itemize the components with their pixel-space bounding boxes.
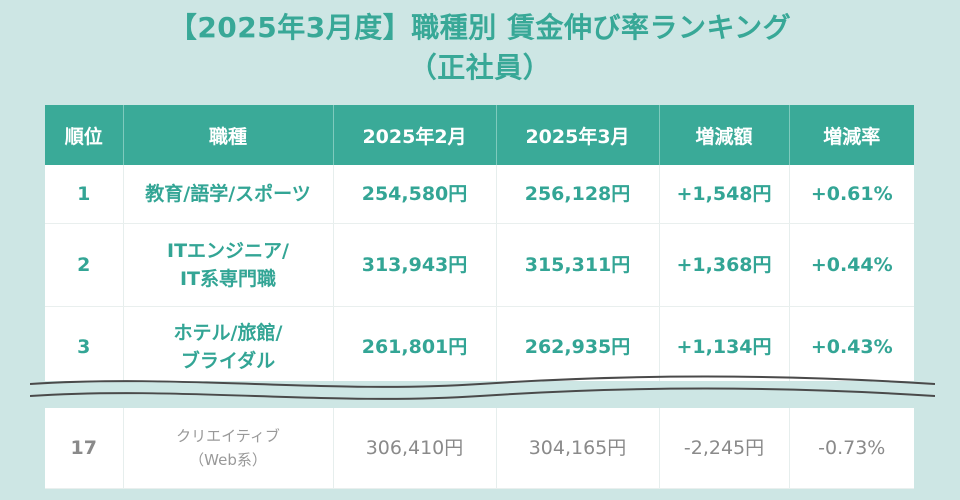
occupation-line: （Web系）: [189, 451, 267, 469]
break-wave-bottom: [30, 387, 935, 400]
mar-wage-cell: 262,935円: [496, 306, 660, 388]
rate-cell: +0.61%: [789, 165, 914, 224]
break-gap-fill: [30, 381, 935, 398]
occupation-line: 教育/語学/スポーツ: [145, 183, 311, 205]
header-occupation: 職種: [123, 105, 334, 165]
header-diff: 増減額: [659, 105, 790, 165]
occupation-line: ホテル/旅館/: [173, 322, 283, 344]
feb-wage-cell: 306,410円: [333, 408, 497, 489]
rank-cell: 3: [45, 306, 124, 388]
occupation-cell: ホテル/旅館/ ブライダル: [123, 306, 334, 388]
rate-cell: +0.44%: [789, 223, 914, 307]
header-feb: 2025年2月: [333, 105, 497, 165]
rank-cell: 2: [45, 223, 124, 307]
feb-wage-cell: 313,943円: [333, 223, 497, 307]
header-rate: 増減率: [789, 105, 914, 165]
table-row: 3 ホテル/旅館/ ブライダル 261,801円 262,935円 +1,134…: [45, 306, 914, 388]
mar-wage-cell: 256,128円: [496, 165, 660, 224]
occupation-cell: ITエンジニア/ IT系専門職: [123, 223, 334, 307]
diff-cell: -2,245円: [659, 408, 790, 489]
header-rank: 順位: [45, 105, 124, 165]
break-wave-top: [30, 375, 935, 388]
diff-cell: +1,134円: [659, 306, 790, 388]
page-title: 【2025年3月度】職種別 賃金伸び率ランキング （正社員）: [0, 8, 960, 88]
ranking-table: 順位 職種 2025年2月 2025年3月 増減額 増減率 1 教育/語学/スポ…: [45, 105, 914, 489]
table-row: 1 教育/語学/スポーツ 254,580円 256,128円 +1,548円 +…: [45, 165, 914, 224]
occupation-line: ブライダル: [180, 350, 276, 372]
feb-wage-cell: 254,580円: [333, 165, 497, 224]
table-row: 17 クリエイティブ （Web系） 306,410円 304,165円 -2,2…: [45, 408, 914, 489]
rank-cell: 17: [45, 408, 124, 489]
break-line-icon: [30, 375, 935, 400]
rank-cell: 1: [45, 165, 124, 224]
table-header-row: 順位 職種 2025年2月 2025年3月 増減額 増減率: [45, 105, 914, 165]
table-row: 2 ITエンジニア/ IT系専門職 313,943円 315,311円 +1,3…: [45, 223, 914, 307]
diff-cell: +1,548円: [659, 165, 790, 224]
rate-cell: -0.73%: [789, 408, 914, 489]
mar-wage-cell: 304,165円: [496, 408, 660, 489]
occupation-line: クリエイティブ: [176, 427, 280, 445]
occupation-line: IT系専門職: [179, 268, 277, 290]
occupation-cell: 教育/語学/スポーツ: [123, 165, 334, 224]
occupation-line: ITエンジニア/: [167, 240, 289, 262]
rate-cell: +0.43%: [789, 306, 914, 388]
header-mar: 2025年3月: [496, 105, 660, 165]
diff-cell: +1,368円: [659, 223, 790, 307]
mar-wage-cell: 315,311円: [496, 223, 660, 307]
title-line-1: 【2025年3月度】職種別 賃金伸び率ランキング: [168, 11, 792, 44]
title-line-2: （正社員）: [408, 51, 552, 84]
occupation-cell: クリエイティブ （Web系）: [123, 408, 334, 489]
